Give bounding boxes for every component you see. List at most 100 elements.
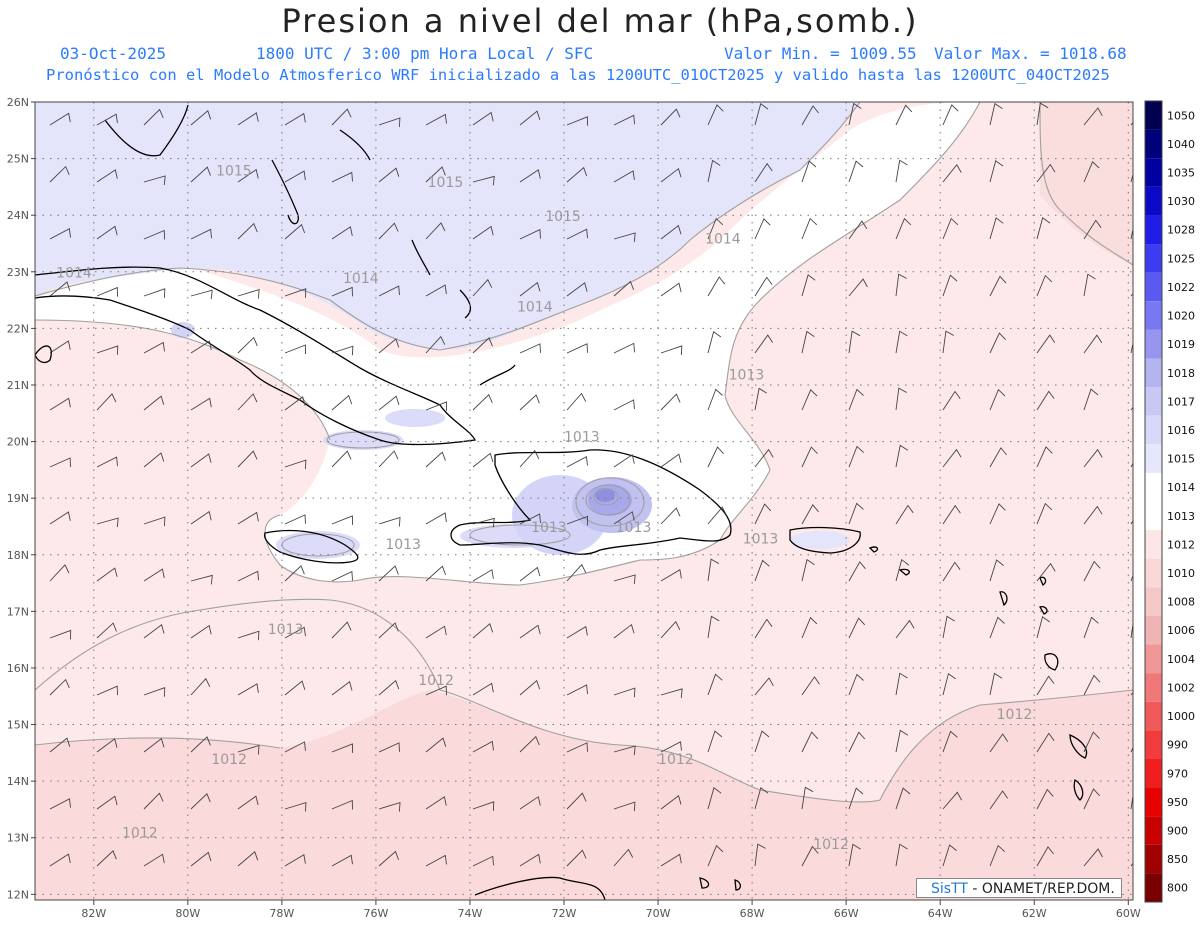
wind-barb (143, 108, 164, 126)
colorbar-swatch (1145, 444, 1162, 473)
wind-barb (378, 622, 399, 639)
wind-barb (237, 288, 260, 299)
wind-barb (284, 680, 306, 696)
wind-barb (754, 843, 766, 867)
wind-barb (801, 105, 819, 126)
isobar-1014 (35, 102, 861, 351)
wind-barb (425, 284, 447, 297)
wind-barb (378, 395, 400, 411)
lon-tick-label: 82W (81, 907, 106, 920)
virgin-islands (868, 546, 910, 576)
wind-barb (613, 801, 636, 812)
wind-barb (331, 450, 352, 468)
wind-barb (425, 737, 447, 753)
isobar-label: 1014 (517, 299, 553, 315)
wind-barb (96, 456, 118, 468)
wind-barb (613, 342, 635, 354)
wind-barb (284, 514, 306, 525)
wind-barbs (49, 102, 1133, 867)
colorbar-swatch (1145, 415, 1162, 445)
wind-barb (660, 507, 681, 525)
colorbar-label: 1004 (1167, 653, 1195, 666)
wind-barb (331, 743, 353, 753)
colorbar-swatch (1145, 387, 1162, 416)
wind-barb (190, 289, 213, 300)
wind-barb (1083, 273, 1096, 297)
colorbar-label: 990 (1167, 739, 1188, 752)
colorbar-label: 1010 (1167, 567, 1195, 580)
wind-barb (237, 112, 259, 126)
wind-barb (519, 449, 540, 468)
isobar-label: 1012 (122, 826, 158, 842)
colorbar-swatch (1145, 472, 1162, 502)
wind-barb (519, 679, 541, 696)
isobar-label: 1013 (385, 537, 421, 553)
wind-barb (1083, 161, 1100, 183)
wind-barb (190, 110, 212, 126)
wind-barb (49, 227, 71, 240)
colorbar-label: 1000 (1167, 710, 1195, 723)
wind-barb (237, 795, 259, 810)
wind-barb (801, 504, 819, 525)
high-cordillera-peak (595, 488, 615, 502)
wind-barb (754, 677, 774, 696)
wind-barb (1130, 620, 1133, 639)
wind-barb (801, 558, 815, 582)
wind-barb (989, 790, 1008, 810)
wind-barb (96, 393, 117, 411)
colorbar-swatch (1145, 587, 1162, 616)
shade-1010-ne (1040, 102, 1133, 265)
wind-barb (472, 225, 494, 240)
min-value: Valor Min. = 1009.55 (724, 44, 917, 63)
colorbar-label: 800 (1167, 882, 1188, 895)
wind-barb (331, 681, 353, 696)
colorbar-swatch (1145, 730, 1162, 759)
wind-barb (942, 561, 961, 582)
wind-barb (96, 517, 119, 528)
wind-barb (566, 392, 587, 411)
chart-title: Presion a nivel del mar (hPa,somb.) (281, 2, 919, 40)
wind-barb (942, 448, 962, 468)
wind-barb (989, 332, 1006, 354)
wind-barb (472, 393, 493, 411)
wind-barb (49, 737, 71, 753)
colorbar-label: 850 (1167, 853, 1188, 866)
wind-barb (989, 559, 1004, 582)
wind-barb (942, 791, 962, 810)
southamerica-coast (474, 876, 606, 900)
wind-barb (378, 565, 399, 582)
wind-barb (472, 337, 493, 354)
wind-barb (472, 740, 494, 753)
wind-barb (472, 682, 494, 696)
wind-barb (331, 515, 353, 525)
shade-1015 (35, 102, 860, 350)
wind-barb (613, 687, 636, 698)
wind-barb (331, 854, 353, 867)
wind-barb (895, 104, 913, 126)
wind-barb (519, 513, 541, 525)
lat-tick-label: 14N (7, 775, 29, 788)
wind-barb (801, 274, 816, 297)
wind-barb (284, 344, 306, 354)
wind-barb (1036, 788, 1054, 810)
wind-barb (1036, 615, 1051, 639)
wind-barb (425, 512, 447, 525)
wind-barb (284, 170, 306, 183)
wind-barb (613, 623, 635, 639)
wind-barb (942, 844, 957, 867)
wind-barb (1036, 502, 1053, 525)
wind-barb (49, 853, 71, 867)
wind-barb (284, 223, 306, 240)
colorbar-label: 1017 (1167, 395, 1195, 408)
wind-barb (848, 502, 864, 525)
isobar-label: 1015 (545, 209, 581, 225)
wind-barb (237, 630, 260, 641)
wind-barb (848, 445, 865, 468)
wind-barb (49, 457, 71, 468)
forecast-time: 1800 UTC / 3:00 pm Hora Local / SFC (256, 44, 594, 63)
colorbar-swatch (1145, 358, 1162, 388)
wind-barb (284, 741, 306, 753)
wind-barb (1083, 448, 1103, 468)
wind-barb (49, 798, 71, 810)
